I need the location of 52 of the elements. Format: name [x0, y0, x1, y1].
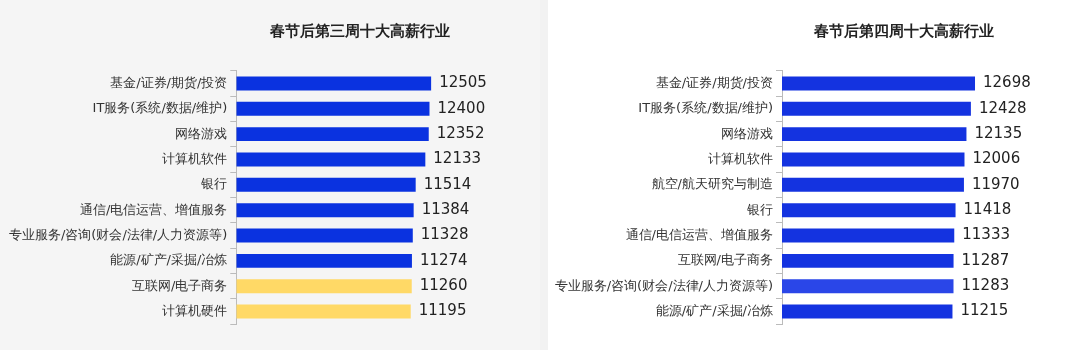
y-tick-label: 能源/矿产/采掘/冶炼: [655, 302, 773, 318]
data-label: 12400: [437, 98, 486, 117]
data-label: 11514: [423, 174, 472, 193]
data-label: 11333: [962, 225, 1010, 244]
bar: [782, 76, 976, 91]
data-label: 11287: [961, 250, 1010, 269]
y-tick-label: 网络游戏: [721, 125, 773, 141]
y-tick-label: 计算机硬件: [162, 302, 228, 318]
data-label: 11384: [421, 200, 470, 219]
data-label: 11283: [961, 276, 1010, 295]
data-label: 12505: [439, 73, 487, 92]
data-label: 11328: [420, 225, 469, 244]
y-tick-label: 专业服务/咨询(财会/法律/人力资源等): [8, 226, 228, 242]
data-label: 12135: [974, 124, 1023, 143]
y-tick-label: 基金/证券/期货/投资: [655, 74, 773, 90]
bar: [782, 177, 964, 192]
y-tick-label: 银行: [200, 176, 228, 192]
data-label: 11260: [419, 276, 468, 295]
y-tick-label: 网络游戏: [175, 125, 228, 141]
data-label: 11195: [418, 301, 467, 320]
y-tick-label: 互联网/电子商务: [131, 277, 228, 293]
data-label: 12006: [972, 149, 1021, 168]
data-label: 12428: [978, 98, 1027, 117]
bar: [782, 152, 965, 167]
data-label: 11970: [971, 174, 1020, 193]
y-tick-label: 能源/矿产/采掘/冶炼: [110, 252, 228, 268]
y-tick-label: 专业服务/咨询(财会/法律/人力资源等): [554, 277, 773, 293]
y-tick-label: IT服务(系统/数据/维护): [92, 100, 228, 116]
chart-title: 春节后第四周十大高薪行业: [813, 22, 995, 41]
y-tick-label: 互联网/电子商务: [677, 252, 773, 268]
data-label: 12133: [433, 149, 482, 168]
data-label: 11418: [963, 200, 1012, 219]
y-tick-label: 银行: [746, 201, 773, 217]
y-tick-label: 通信/电信运营、增值服务: [79, 201, 228, 217]
bar: [782, 304, 953, 319]
y-tick-label: 基金/证券/期货/投资: [110, 74, 228, 90]
data-label: 11215: [960, 301, 1009, 320]
y-tick-label: IT服务(系统/数据/维护): [638, 100, 773, 116]
bar: [782, 127, 967, 142]
bar: [782, 203, 956, 218]
data-label: 12698: [983, 73, 1031, 92]
bar: [782, 101, 971, 116]
chart-title: 春节后第三周十大高薪行业: [269, 22, 451, 41]
y-tick-label: 通信/电信运营、增值服务: [625, 226, 773, 242]
bar: [782, 279, 954, 294]
y-tick-label: 航空/航天研究与制造: [651, 176, 773, 192]
bar: [782, 228, 955, 243]
data-label: 12352: [436, 124, 485, 143]
y-tick-label: 计算机软件: [708, 150, 773, 166]
y-tick-label: 计算机软件: [162, 150, 228, 166]
bar: [782, 253, 954, 268]
data-label: 11274: [419, 250, 468, 269]
